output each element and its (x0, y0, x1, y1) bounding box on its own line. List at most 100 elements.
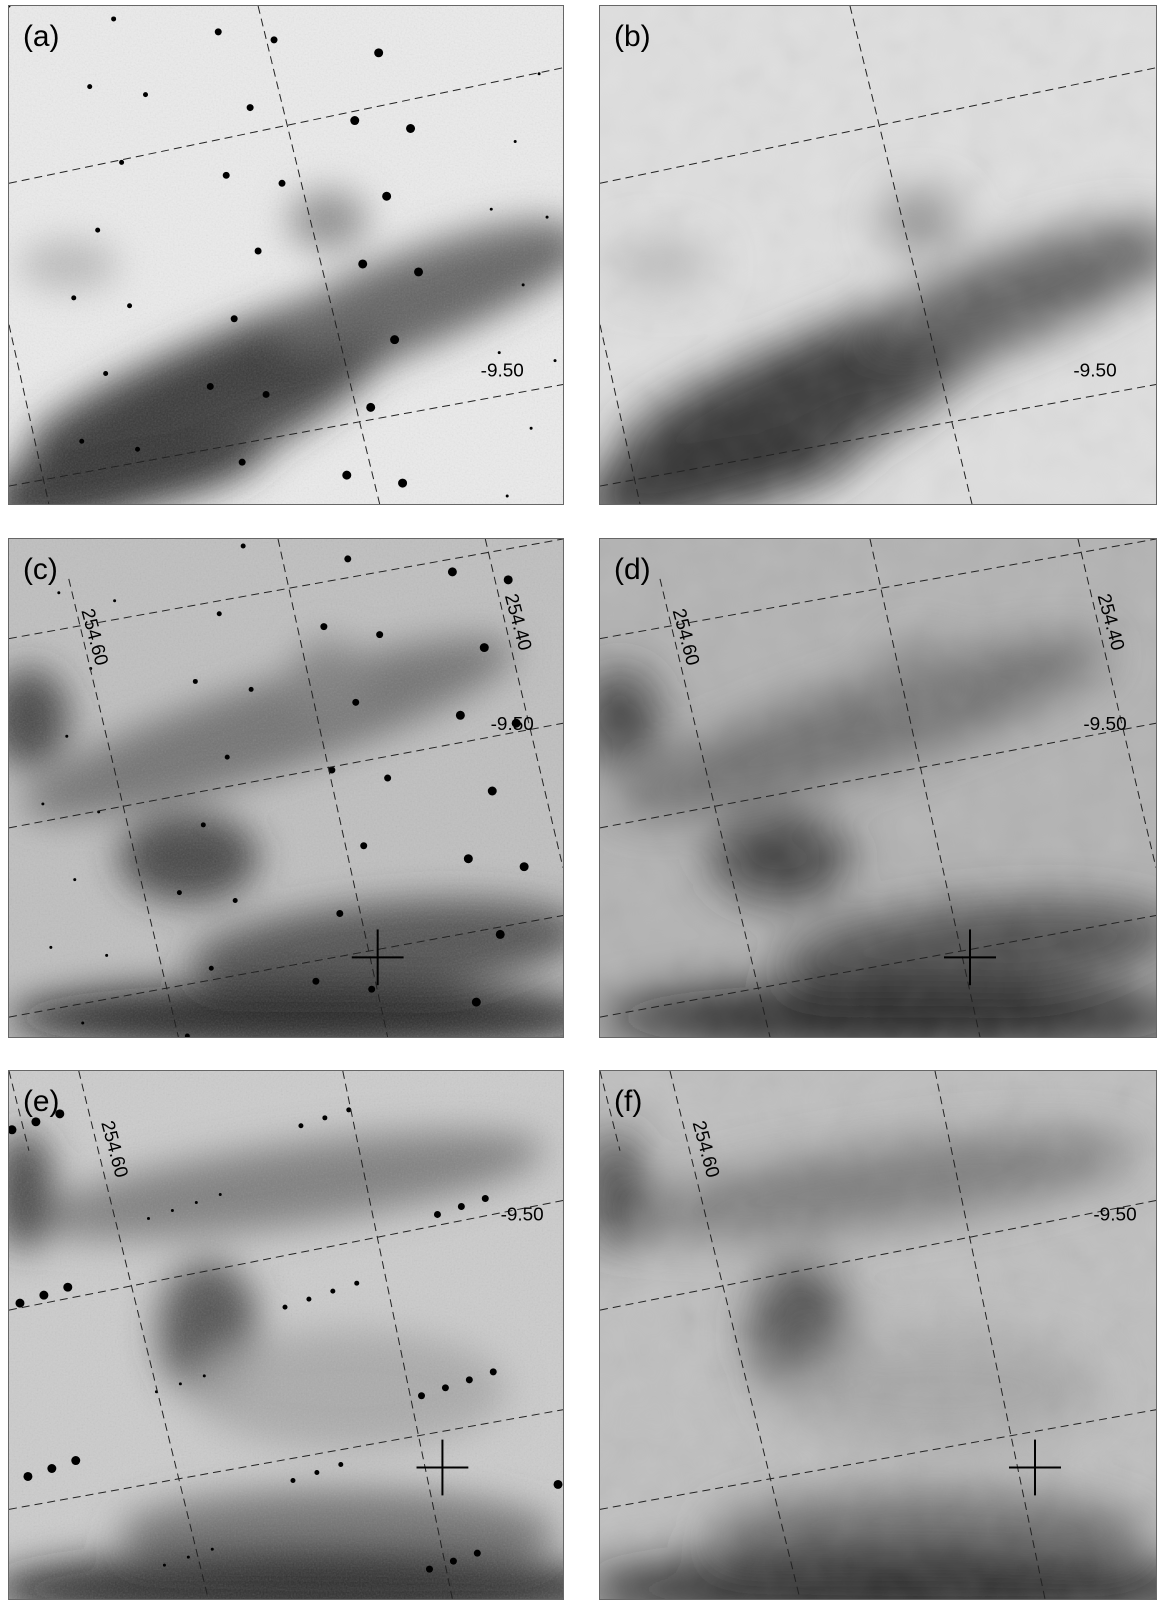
coordinate-grid-line (257, 6, 381, 504)
coordinate-grid-line (600, 383, 1156, 487)
star (162, 1563, 166, 1567)
star (246, 104, 254, 112)
coordinate-grid-line (849, 6, 973, 504)
star (222, 171, 230, 179)
star (398, 478, 408, 488)
panel-label: (d) (614, 553, 651, 586)
star (202, 1374, 206, 1378)
coordinate-grid-line (659, 578, 771, 1037)
star (270, 36, 278, 44)
star (414, 267, 424, 277)
coordinate-grid-line (9, 914, 563, 1018)
star (350, 116, 360, 126)
star (382, 191, 392, 201)
star (57, 591, 61, 595)
star (449, 1557, 457, 1565)
star (336, 910, 344, 917)
star (354, 1280, 360, 1286)
star (495, 929, 505, 939)
star (352, 698, 360, 706)
star (63, 1282, 73, 1292)
coordinate-grid-line (9, 722, 563, 829)
star (463, 854, 473, 864)
star (206, 382, 214, 390)
star (15, 1298, 25, 1308)
star (368, 985, 376, 993)
star (489, 207, 493, 211)
image-panel: (f)254.60-9.50 (599, 1070, 1157, 1600)
coordinate-label: -9.50 (501, 1204, 544, 1225)
star (511, 718, 521, 728)
panel-label: (c) (23, 553, 58, 586)
star (376, 631, 384, 639)
coordinate-label: -9.50 (1073, 361, 1116, 382)
star (457, 1203, 465, 1210)
star (513, 139, 517, 143)
coordinate-grid-line (600, 539, 1156, 640)
star (216, 611, 222, 617)
star (505, 494, 509, 498)
coordinate-grid-line (1077, 539, 1156, 868)
star (344, 555, 352, 563)
star (9, 1125, 17, 1135)
coordinate-grid-line (277, 539, 389, 1037)
star (455, 710, 465, 720)
star (240, 543, 246, 549)
star (47, 1464, 57, 1473)
star (545, 215, 549, 219)
star (208, 965, 214, 971)
star (186, 1555, 190, 1559)
star (374, 48, 384, 58)
star (79, 438, 85, 444)
star (178, 1382, 182, 1386)
coordinate-grid-line (600, 1071, 621, 1151)
star (298, 1123, 304, 1129)
star (87, 84, 93, 90)
star (441, 1384, 449, 1392)
coordinate-grid-line (68, 578, 179, 1037)
star (214, 28, 222, 36)
star (346, 1107, 352, 1113)
star (306, 1296, 312, 1302)
star (471, 997, 481, 1007)
star (553, 1479, 563, 1489)
star (111, 16, 117, 22)
star (71, 1456, 81, 1466)
star (406, 124, 416, 133)
coordinate-label: -9.50 (1093, 1204, 1136, 1225)
star (290, 1477, 296, 1483)
star (224, 754, 230, 760)
image-panel: (e)254.60-9.50 (8, 1070, 564, 1600)
image-panel: (a) -9.50 (8, 5, 564, 505)
coordinate-grid-line (9, 324, 50, 504)
star (322, 1115, 328, 1121)
star (41, 802, 45, 806)
star (170, 1208, 174, 1212)
image-panel: (b) -9.50 (599, 5, 1157, 505)
coordinate-grid-line (9, 1071, 30, 1151)
star (184, 1033, 190, 1037)
noise-texture (600, 1071, 1156, 1599)
star (487, 786, 497, 796)
coordinate-label: -9.50 (1083, 714, 1126, 735)
star (254, 247, 262, 255)
star (338, 1462, 344, 1467)
star (481, 1195, 489, 1203)
coordinate-grid-line (600, 722, 1156, 829)
star (479, 643, 489, 653)
coordinate-label: -9.50 (481, 361, 524, 382)
star (262, 390, 270, 398)
star (23, 1471, 33, 1481)
star (537, 72, 541, 76)
star (529, 426, 533, 430)
coordinate-grid-line (600, 67, 1156, 184)
star (71, 295, 77, 301)
noise-texture (9, 6, 563, 504)
noise-texture (9, 1071, 563, 1599)
panel-label: (f) (614, 1085, 642, 1118)
image-panel: (c)254.60 254.40-9.50 (8, 538, 564, 1038)
star (105, 953, 109, 957)
star (81, 1021, 85, 1025)
star (330, 1288, 336, 1294)
star (65, 734, 69, 738)
